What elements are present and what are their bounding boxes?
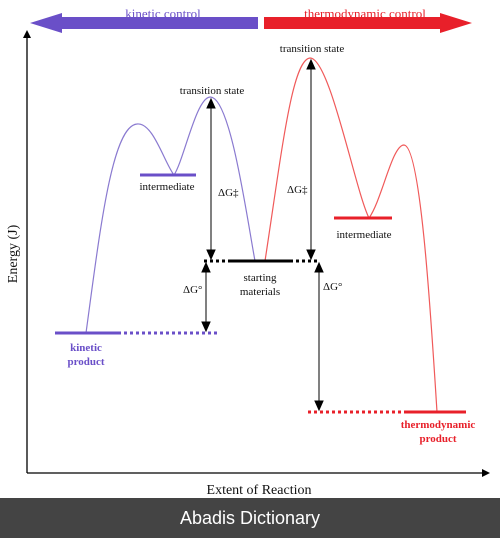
delta-g-dagger-thermo: ΔG‡	[287, 184, 308, 196]
starting-materials-label-line2: materials	[240, 286, 280, 298]
kinetic-activation-arrow	[206, 97, 216, 261]
kinetic-product-label-line2: product	[67, 356, 104, 368]
kinetic-control-label: kinetic control	[125, 6, 201, 21]
delta-g-zero-kinetic: ΔG°	[183, 284, 202, 296]
delta-g-dagger-kinetic: ΔG‡	[218, 187, 239, 199]
kinetic-product-label-line1: kinetic	[70, 342, 102, 354]
x-axis-label: Extent of Reaction	[207, 483, 312, 498]
intermediate-thermo-label: intermediate	[337, 229, 392, 241]
thermodynamic-control-label: thermodynamic control	[304, 6, 426, 21]
thermodynamic-control-arrow	[264, 13, 472, 33]
ts-thermo-label: transition state	[280, 43, 345, 55]
footer-banner: Abadis Dictionary	[0, 498, 500, 538]
starting-materials-label-line1: starting	[244, 272, 277, 284]
energy-diagram: kinetic control thermodynamic control En…	[6, 6, 490, 498]
thermo-product-label-line1: thermodynamic	[401, 419, 476, 431]
thermo-activation-arrow	[306, 58, 316, 261]
delta-g-zero-thermo: ΔG°	[323, 281, 342, 293]
footer-brand: Abadis Dictionary	[179, 507, 321, 528]
thermo-free-energy-arrow	[314, 261, 324, 412]
thermo-product-label-line2: product	[419, 433, 456, 445]
ts-kinetic-label: transition state	[180, 85, 245, 97]
y-axis-label: Energy (J)	[6, 224, 21, 283]
kinetic-pathway-curve	[85, 96, 256, 334]
kinetic-free-energy-arrow	[201, 261, 211, 333]
kinetic-control-arrow	[30, 13, 258, 33]
intermediate-kinetic-label: intermediate	[140, 181, 195, 193]
